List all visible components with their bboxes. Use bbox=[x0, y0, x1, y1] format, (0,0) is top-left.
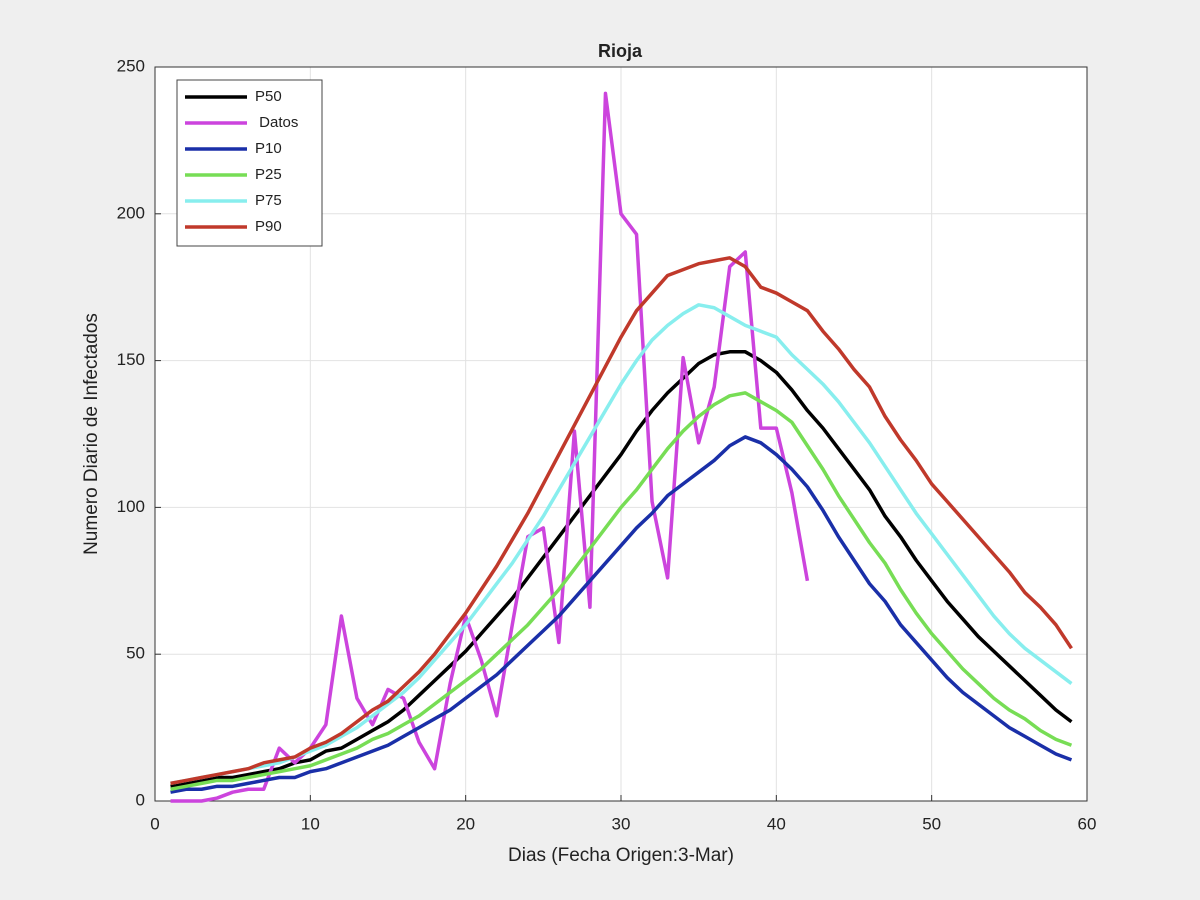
y-tick-label: 250 bbox=[117, 56, 145, 75]
chart-title: Rioja bbox=[598, 41, 643, 61]
axes-box bbox=[154, 66, 1088, 802]
series-line bbox=[170, 303, 1073, 786]
x-tick-label: 10 bbox=[301, 814, 320, 833]
legend-box bbox=[176, 79, 323, 247]
x-tick-label: 0 bbox=[150, 814, 159, 833]
y-tick-label: 50 bbox=[126, 644, 145, 663]
legend-label: P25 bbox=[255, 166, 282, 183]
y-tick-label: 150 bbox=[117, 350, 145, 369]
series-line bbox=[170, 391, 1073, 791]
y-axis-label: Numero Diario de Infectados bbox=[81, 313, 102, 555]
legend-label: P90 bbox=[255, 218, 282, 235]
x-tick-label: 50 bbox=[922, 814, 941, 833]
y-tick-label: 100 bbox=[117, 497, 145, 516]
x-tick-label: 60 bbox=[1078, 814, 1097, 833]
x-axis-label: Dias (Fecha Origen:3-Mar) bbox=[508, 845, 734, 866]
series-line bbox=[170, 91, 810, 803]
legend-label: P75 bbox=[255, 192, 282, 209]
legend-label: P50 bbox=[255, 88, 282, 105]
series-line bbox=[170, 350, 1073, 789]
legend-label: Datos bbox=[255, 114, 298, 131]
y-tick-label: 0 bbox=[136, 790, 145, 809]
x-tick-label: 30 bbox=[612, 814, 631, 833]
series-line bbox=[170, 256, 1073, 786]
y-tick-label: 200 bbox=[117, 203, 145, 222]
x-tick-label: 20 bbox=[456, 814, 475, 833]
x-tick-label: 40 bbox=[767, 814, 786, 833]
legend-label: P10 bbox=[255, 140, 282, 157]
series-line bbox=[170, 435, 1073, 794]
